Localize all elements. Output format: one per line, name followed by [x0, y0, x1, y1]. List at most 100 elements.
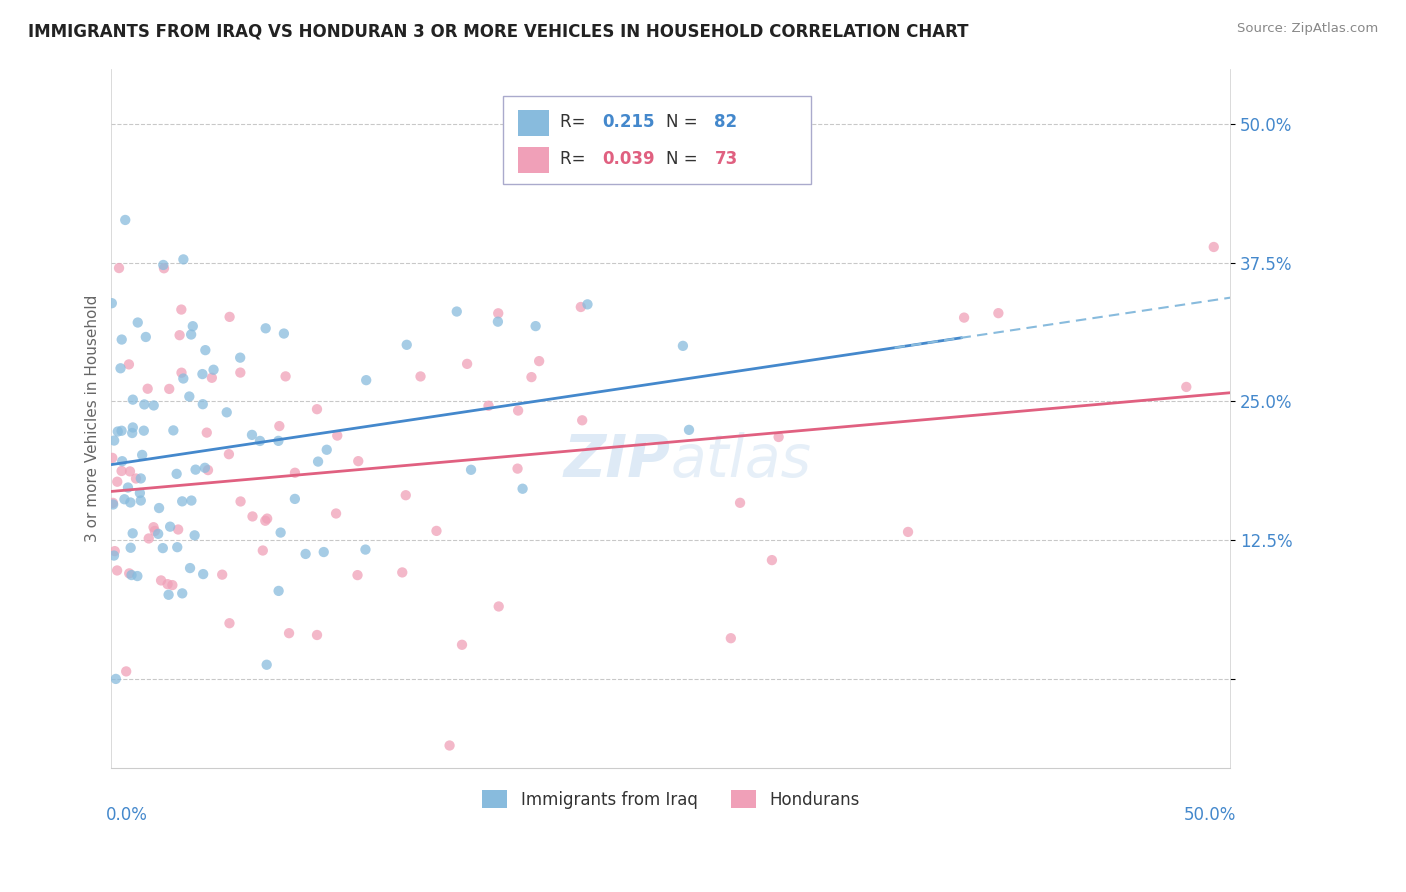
Point — [249, 434, 271, 448]
Legend: Immigrants from Iraq, Hondurans: Immigrants from Iraq, Hondurans — [475, 784, 866, 815]
Point — [240, 428, 263, 442]
Point — [768, 430, 790, 444]
Point — [114, 213, 136, 227]
Point — [194, 460, 217, 475]
Point — [312, 545, 335, 559]
Point — [111, 333, 134, 347]
FancyBboxPatch shape — [503, 96, 811, 184]
Point — [215, 405, 238, 419]
Point — [229, 351, 252, 365]
Point — [267, 583, 290, 598]
Point — [229, 366, 252, 380]
Point — [121, 568, 143, 582]
Point — [104, 544, 127, 558]
Point — [156, 577, 179, 591]
Point — [101, 450, 124, 465]
Point — [195, 425, 218, 440]
Point — [103, 549, 125, 563]
Point — [254, 514, 277, 528]
Point — [202, 363, 225, 377]
Point — [197, 463, 219, 477]
Point — [118, 357, 141, 371]
Point — [110, 464, 132, 478]
Point — [270, 525, 292, 540]
Point — [143, 524, 166, 538]
Point — [569, 300, 592, 314]
Point — [162, 578, 184, 592]
Point — [512, 482, 534, 496]
Point — [170, 366, 193, 380]
Text: 0.039: 0.039 — [603, 151, 655, 169]
Point — [118, 566, 141, 581]
Point — [183, 528, 205, 542]
Point — [953, 310, 976, 325]
Point — [105, 475, 128, 489]
Point — [269, 419, 291, 434]
Point — [211, 567, 233, 582]
Point — [284, 491, 307, 506]
Point — [218, 447, 240, 461]
Point — [273, 326, 295, 341]
Point — [325, 507, 347, 521]
Point — [129, 471, 152, 485]
Point — [142, 520, 165, 534]
Text: 82: 82 — [714, 113, 738, 131]
Point — [446, 304, 468, 318]
Point — [218, 310, 240, 324]
Point — [138, 532, 160, 546]
Text: 50.0%: 50.0% — [1184, 806, 1236, 824]
Text: 0.215: 0.215 — [603, 113, 655, 131]
Point — [720, 631, 742, 645]
Point — [142, 399, 165, 413]
Point — [278, 626, 301, 640]
Point — [527, 354, 550, 368]
Point — [194, 343, 217, 358]
Point — [118, 464, 141, 478]
Point — [305, 402, 328, 417]
Point — [242, 509, 264, 524]
Point — [120, 495, 142, 509]
Point — [104, 672, 127, 686]
Point — [486, 315, 509, 329]
Point — [218, 616, 240, 631]
Point — [439, 739, 461, 753]
Point — [172, 252, 194, 267]
Point — [201, 371, 224, 385]
Point — [193, 567, 215, 582]
Point — [127, 569, 149, 583]
Point — [391, 566, 413, 580]
FancyBboxPatch shape — [517, 147, 548, 173]
Text: N =: N = — [666, 113, 697, 131]
Point — [179, 561, 201, 575]
Point — [152, 541, 174, 555]
Point — [107, 425, 129, 439]
Point — [131, 448, 153, 462]
Point — [486, 306, 509, 320]
Point — [728, 496, 751, 510]
Point — [346, 568, 368, 582]
Point — [132, 424, 155, 438]
Point — [162, 424, 184, 438]
Point — [115, 665, 138, 679]
Point — [191, 367, 214, 381]
Text: 0.0%: 0.0% — [105, 806, 148, 824]
Point — [1175, 380, 1198, 394]
Point — [117, 481, 139, 495]
Point — [110, 424, 132, 438]
Point — [179, 390, 201, 404]
Point — [101, 296, 124, 310]
Point — [180, 493, 202, 508]
Text: R=: R= — [560, 151, 591, 169]
Point — [672, 339, 695, 353]
Point — [157, 382, 180, 396]
Point — [460, 463, 482, 477]
Point — [354, 542, 377, 557]
Point — [1202, 240, 1225, 254]
Point — [184, 463, 207, 477]
Point — [252, 543, 274, 558]
Point — [506, 461, 529, 475]
Point — [571, 413, 593, 427]
Point — [256, 657, 278, 672]
Point — [112, 492, 135, 507]
Point — [108, 260, 131, 275]
